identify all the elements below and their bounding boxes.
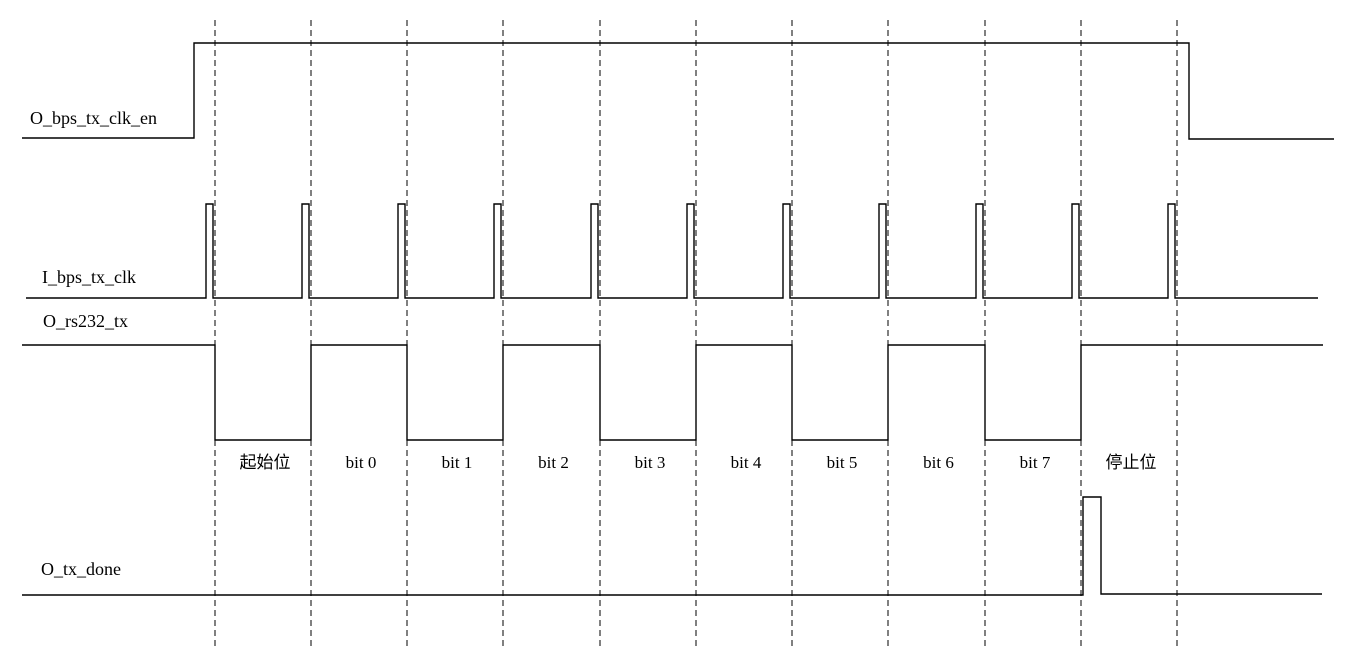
- bit-label: 起始位: [240, 453, 291, 472]
- bit-labels: 起始位 bit 0 bit 1 bit 2 bit 3 bit 4 bit 5 …: [240, 453, 1157, 472]
- waveform-tx-done: [22, 496, 1322, 596]
- waveform-bps-en: [22, 42, 1334, 140]
- bit-label: bit 4: [731, 453, 762, 472]
- bit-label: bit 5: [827, 453, 858, 472]
- bit-label: bit 6: [923, 453, 954, 472]
- bit-label: bit 3: [635, 453, 666, 472]
- bit-label: bit 2: [538, 453, 569, 472]
- waveform-bps-clk: [26, 203, 1318, 299]
- signal-label-rs232-tx: O_rs232_tx: [43, 311, 128, 331]
- signal-label-tx-done: O_tx_done: [41, 559, 121, 579]
- bit-label: 停止位: [1106, 453, 1157, 472]
- signal-label-bps-en: O_bps_tx_clk_en: [30, 108, 157, 128]
- bit-label: bit 0: [346, 453, 377, 472]
- signal-label-bps-clk: I_bps_tx_clk: [42, 267, 136, 287]
- bit-label: bit 1: [442, 453, 473, 472]
- waveform-rs232-tx: [22, 344, 1323, 441]
- dashed-guide-lines: [214, 20, 1178, 650]
- bit-label: bit 7: [1020, 453, 1051, 472]
